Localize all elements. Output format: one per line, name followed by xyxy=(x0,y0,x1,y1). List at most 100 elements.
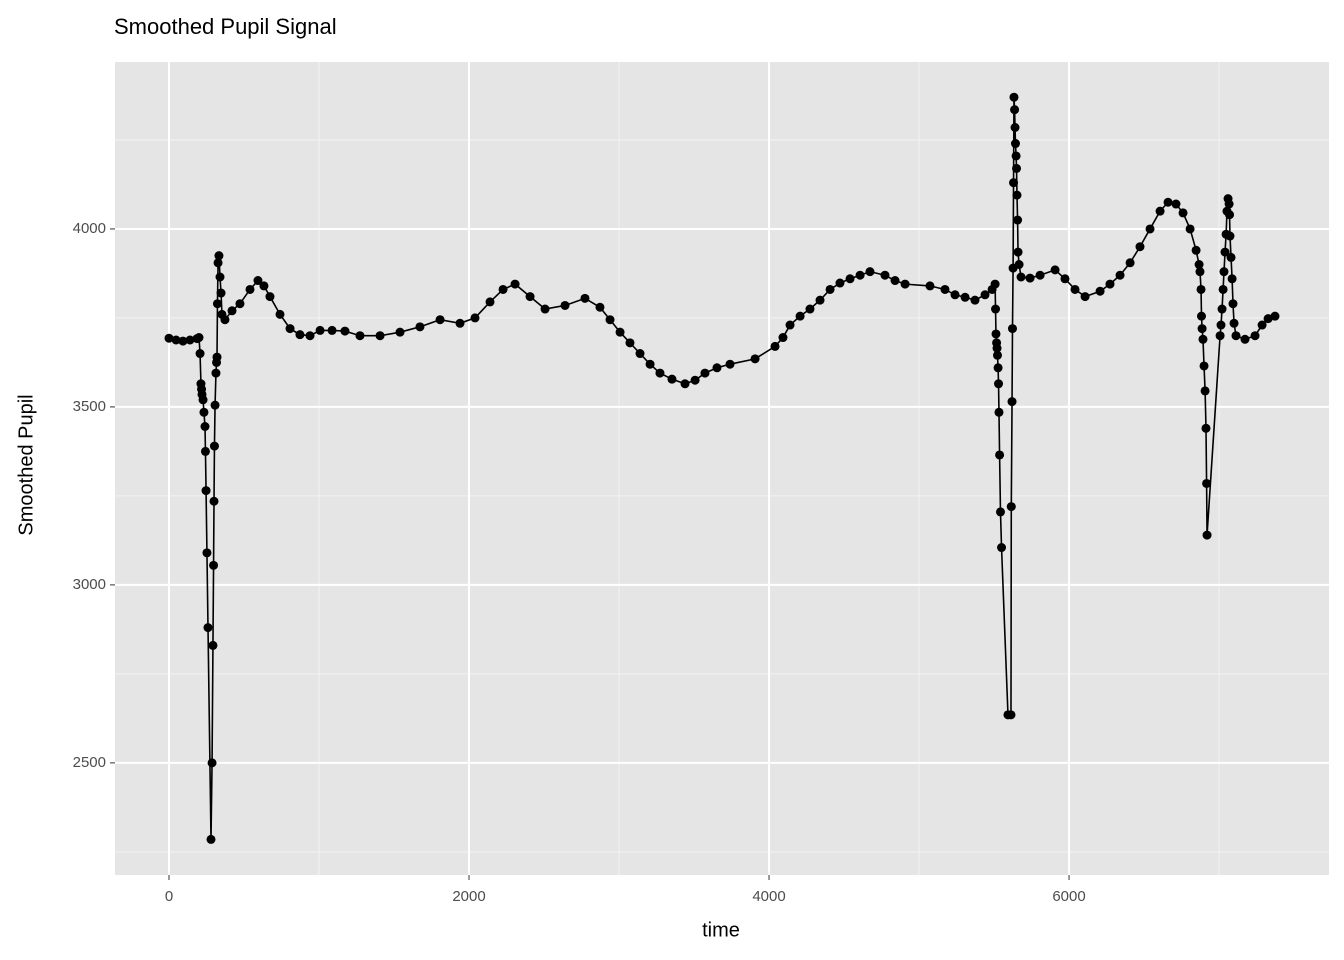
point xyxy=(1201,423,1211,433)
point xyxy=(1185,224,1195,234)
point xyxy=(1007,324,1017,334)
point xyxy=(1135,242,1145,252)
point xyxy=(209,496,219,506)
point xyxy=(1178,208,1188,218)
point xyxy=(1012,190,1022,200)
point xyxy=(525,292,535,302)
point xyxy=(845,274,855,284)
point xyxy=(1229,318,1239,328)
point xyxy=(1060,274,1070,284)
point xyxy=(1225,231,1235,241)
point xyxy=(835,278,845,288)
point xyxy=(1016,272,1026,282)
point xyxy=(825,284,835,294)
point xyxy=(164,333,174,343)
point xyxy=(1163,197,1173,207)
point xyxy=(865,267,875,277)
point xyxy=(305,331,315,341)
point xyxy=(245,284,255,294)
point xyxy=(212,299,222,309)
point xyxy=(235,299,245,309)
point xyxy=(220,315,230,325)
point xyxy=(690,375,700,385)
point xyxy=(1125,258,1135,268)
point xyxy=(1199,361,1209,371)
y-tick-label: 3500 xyxy=(73,398,106,415)
point xyxy=(1220,247,1230,257)
point xyxy=(202,548,212,558)
point xyxy=(1011,151,1021,161)
point xyxy=(285,324,295,334)
point xyxy=(750,354,760,364)
x-tick-label: 4000 xyxy=(752,888,785,905)
point xyxy=(1035,270,1045,280)
point xyxy=(510,279,520,289)
point xyxy=(1009,178,1019,188)
point xyxy=(209,560,219,570)
y-tick-label: 4000 xyxy=(73,220,106,237)
point xyxy=(1250,331,1260,341)
point xyxy=(625,338,635,348)
point xyxy=(1226,252,1236,262)
point xyxy=(645,359,655,369)
point xyxy=(1225,210,1235,220)
point xyxy=(1050,265,1060,275)
point xyxy=(1231,331,1241,341)
point xyxy=(498,284,508,294)
point xyxy=(1171,199,1181,209)
point xyxy=(253,276,263,286)
point xyxy=(1197,324,1207,334)
point xyxy=(960,292,970,302)
point xyxy=(1105,279,1115,289)
plot-panel xyxy=(115,62,1329,875)
point xyxy=(1115,270,1125,280)
point xyxy=(1218,284,1228,294)
point xyxy=(997,543,1007,553)
point xyxy=(210,400,220,410)
point xyxy=(209,441,219,451)
y-tick-label: 2500 xyxy=(73,754,106,771)
point xyxy=(470,313,480,323)
point xyxy=(595,302,605,312)
point xyxy=(540,304,550,314)
point xyxy=(1014,260,1024,270)
point xyxy=(327,325,337,335)
point xyxy=(211,368,221,378)
point xyxy=(455,318,465,328)
point xyxy=(635,349,645,359)
point xyxy=(900,279,910,289)
point xyxy=(1195,267,1205,277)
point xyxy=(485,297,495,307)
point xyxy=(355,331,365,341)
point xyxy=(1025,273,1035,283)
point xyxy=(680,379,690,389)
point xyxy=(778,333,788,343)
point xyxy=(207,758,217,768)
point xyxy=(1196,311,1206,321)
point xyxy=(992,343,1002,353)
x-tick-label: 0 xyxy=(165,888,173,905)
point xyxy=(213,258,223,268)
point xyxy=(605,315,615,325)
x-tick-label: 6000 xyxy=(1052,888,1085,905)
point xyxy=(227,306,237,316)
point xyxy=(992,350,1002,360)
point xyxy=(395,327,405,337)
point xyxy=(925,281,935,291)
point xyxy=(1010,122,1020,132)
point xyxy=(215,272,225,282)
point xyxy=(1219,267,1229,277)
point xyxy=(991,304,1001,314)
x-axis-label: time xyxy=(702,919,740,941)
point xyxy=(1010,105,1020,115)
point xyxy=(201,486,211,496)
point xyxy=(1007,397,1017,407)
point xyxy=(1070,284,1080,294)
point xyxy=(259,281,269,291)
point xyxy=(1216,320,1226,330)
point xyxy=(375,331,385,341)
point xyxy=(1155,206,1165,216)
point xyxy=(1215,331,1225,341)
point xyxy=(990,279,1000,289)
